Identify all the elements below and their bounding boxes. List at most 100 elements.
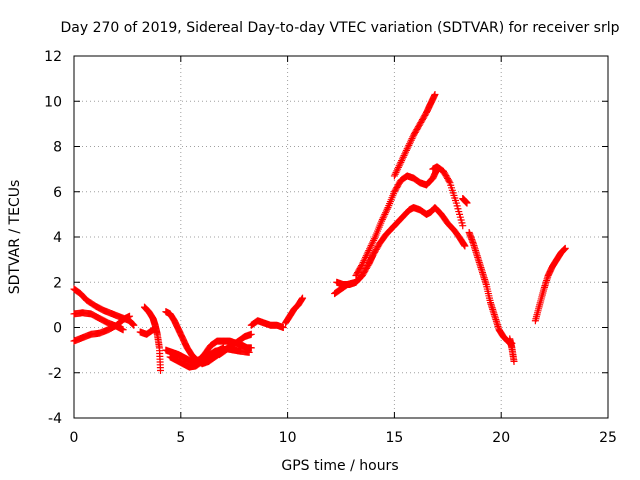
series-arc-4 bbox=[140, 303, 165, 374]
data-point bbox=[130, 321, 138, 329]
data-point bbox=[379, 214, 387, 222]
grid-lines bbox=[74, 56, 608, 418]
data-point bbox=[362, 253, 370, 261]
data-point bbox=[370, 235, 378, 243]
data-point bbox=[370, 236, 378, 244]
series-arc-10 bbox=[215, 330, 255, 359]
data-point bbox=[382, 209, 390, 217]
data-point bbox=[405, 141, 413, 149]
x-tick-label: 20 bbox=[492, 430, 510, 446]
data-point bbox=[362, 252, 370, 260]
data-point bbox=[406, 140, 414, 148]
data-point bbox=[459, 222, 467, 230]
data-point bbox=[461, 242, 469, 250]
y-tick-label: 0 bbox=[53, 321, 62, 337]
data-point bbox=[445, 177, 453, 185]
data-point bbox=[402, 148, 410, 156]
data-point bbox=[359, 258, 367, 266]
data-point bbox=[378, 217, 386, 225]
data-point bbox=[403, 145, 411, 153]
data-point bbox=[396, 160, 404, 168]
data-point bbox=[407, 136, 415, 144]
data-point bbox=[395, 162, 403, 170]
data-point bbox=[378, 215, 386, 223]
data-point bbox=[397, 158, 405, 166]
data-point bbox=[393, 167, 401, 175]
data-point bbox=[247, 330, 255, 338]
series-arc-18 bbox=[459, 195, 471, 207]
y-tick-label: -2 bbox=[48, 366, 62, 382]
data-point bbox=[126, 312, 134, 320]
chart-title: Day 270 of 2019, Sidereal Day-to-day VTE… bbox=[60, 20, 619, 36]
data-point bbox=[463, 199, 471, 207]
data-point bbox=[401, 150, 409, 158]
data-point bbox=[409, 133, 417, 141]
data-point bbox=[366, 245, 374, 253]
series-arc-17 bbox=[429, 163, 467, 230]
series-arc-11 bbox=[247, 317, 287, 331]
series-arc-14 bbox=[333, 204, 469, 289]
data-point bbox=[402, 146, 410, 154]
data-point bbox=[360, 257, 368, 265]
x-tick-label: 0 bbox=[70, 430, 79, 446]
data-point bbox=[400, 152, 408, 160]
data-point bbox=[399, 153, 407, 161]
data-point bbox=[398, 157, 406, 165]
data-point bbox=[367, 241, 375, 249]
y-axis-label: SDTVAR / TECUs bbox=[7, 180, 23, 295]
data-point bbox=[406, 138, 414, 146]
series-arc-3 bbox=[70, 312, 134, 345]
data-point bbox=[361, 255, 369, 263]
data-point bbox=[363, 250, 371, 258]
data-point bbox=[561, 244, 569, 252]
series-arc-16 bbox=[390, 90, 439, 180]
y-axis: -4 -2 0 2 4 6 8 10 12 bbox=[44, 49, 608, 427]
data-point bbox=[119, 326, 127, 334]
data-point bbox=[394, 165, 402, 173]
series-arc-5 bbox=[136, 326, 157, 338]
data-point bbox=[394, 163, 402, 171]
data-point bbox=[404, 143, 412, 151]
x-axis: 0 5 10 15 20 25 bbox=[70, 56, 617, 446]
x-tick-label: 15 bbox=[385, 430, 403, 446]
data-point bbox=[382, 207, 390, 215]
data-point bbox=[380, 212, 388, 220]
data-point bbox=[408, 135, 416, 143]
data-point bbox=[391, 170, 399, 178]
data-points bbox=[70, 90, 569, 374]
data-point bbox=[431, 90, 439, 98]
series-arc-19 bbox=[465, 228, 516, 347]
series-arc-12 bbox=[281, 294, 307, 327]
data-point bbox=[279, 324, 287, 331]
data-point bbox=[358, 262, 366, 270]
y-tick-label: 4 bbox=[53, 230, 62, 246]
data-point bbox=[368, 240, 376, 248]
data-point bbox=[390, 172, 398, 180]
data-point bbox=[381, 210, 389, 218]
data-point bbox=[366, 243, 374, 251]
series-arc-15 bbox=[352, 165, 441, 279]
data-point bbox=[398, 155, 406, 163]
series-arc-21 bbox=[531, 244, 569, 325]
y-tick-label: 2 bbox=[53, 275, 62, 291]
data-point bbox=[247, 344, 255, 352]
x-tick-label: 25 bbox=[599, 430, 617, 446]
data-point bbox=[299, 294, 307, 302]
data-point bbox=[369, 238, 377, 246]
y-tick-label: 8 bbox=[53, 140, 62, 156]
data-point bbox=[392, 169, 400, 177]
x-tick-label: 5 bbox=[176, 430, 185, 446]
data-point bbox=[383, 205, 391, 213]
y-tick-label: -4 bbox=[48, 411, 62, 427]
y-tick-label: 6 bbox=[53, 185, 62, 201]
x-axis-label: GPS time / hours bbox=[281, 458, 398, 474]
data-point bbox=[358, 260, 366, 268]
data-point bbox=[510, 357, 518, 365]
data-point bbox=[364, 248, 372, 256]
data-point bbox=[365, 247, 373, 255]
y-tick-label: 10 bbox=[44, 94, 62, 110]
series-arc-20 bbox=[506, 335, 518, 365]
x-tick-label: 10 bbox=[279, 430, 297, 446]
data-point bbox=[157, 366, 165, 374]
